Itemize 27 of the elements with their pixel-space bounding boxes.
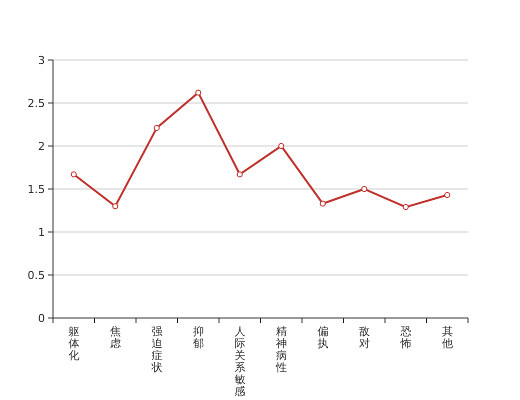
x-tick-label: 敌对 <box>358 325 370 350</box>
y-tick-label: 0.5 <box>28 269 45 282</box>
x-tick-label: 抑郁 <box>192 325 204 350</box>
point <box>236 171 243 178</box>
point <box>402 204 409 210</box>
x-tick-label: 躯体化 <box>68 325 80 362</box>
x-tick-label: 强迫症状 <box>150 325 162 374</box>
x-tick-label: 人际关系敏感 <box>234 325 246 398</box>
point <box>154 124 160 131</box>
x-tick-label: 焦虑 <box>110 325 121 350</box>
point <box>361 186 368 192</box>
point <box>320 200 326 207</box>
x-tick-label: 其他 <box>442 325 453 350</box>
x-tick-label: 偏执 <box>317 325 328 350</box>
x-tick-label: 精神病性 <box>274 325 287 374</box>
y-tick-label: 0 <box>38 312 45 325</box>
y-tick-label: 3 <box>38 54 45 67</box>
point <box>70 171 77 178</box>
point <box>195 90 202 96</box>
point <box>278 143 284 149</box>
y-tick-label: 1.5 <box>28 183 45 196</box>
point <box>444 192 450 198</box>
y-tick-label: 2 <box>38 140 45 153</box>
point <box>112 203 118 210</box>
x-tick-label: 恐怖 <box>399 325 412 350</box>
y-tick-label: 2.5 <box>28 97 45 110</box>
y-tick-label: 1 <box>38 226 45 239</box>
